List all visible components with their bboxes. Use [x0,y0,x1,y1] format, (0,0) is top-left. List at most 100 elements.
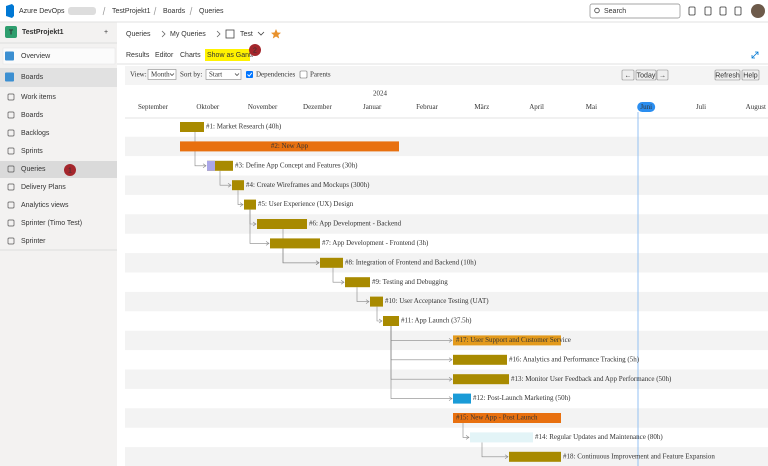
task-label: #13: Monitor User Feedback and App Perfo… [511,375,672,383]
caret [257,31,265,36]
task-label: #7: App Development - Frontend (3h) [322,239,429,247]
arrowhead [448,357,453,363]
task-bar[interactable] [453,393,471,404]
select[interactable] [147,69,177,80]
task-bar[interactable] [345,277,370,288]
task-bar[interactable] [320,257,343,268]
task-bar[interactable] [453,354,507,365]
dependency [237,190,243,205]
badge-text: 2 [253,47,257,54]
button[interactable] [714,69,741,81]
task-bar[interactable] [383,316,399,326]
page-breadcrumb[interactable]: Queries [126,31,151,38]
check [247,72,253,77]
dependency [332,267,344,283]
table-icon [225,29,235,39]
task-bar[interactable] [232,180,244,191]
task-label: #4: Create Wireframes and Mockups (300h) [246,181,370,189]
button-label: Refresh [715,72,740,79]
product-name: Azure DevOps [19,8,65,15]
task-bar[interactable] [370,296,383,307]
task-bar[interactable] [453,374,509,385]
month: April [529,103,544,111]
tab[interactable]: Editor [155,52,174,59]
row-bg [125,291,768,312]
select[interactable] [205,69,242,80]
arrowhead [378,318,383,324]
toolbar-bg [125,66,768,85]
row-bg [125,253,768,273]
page-breadcrumb[interactable]: Test [240,31,253,38]
task-bar[interactable] [453,335,561,346]
expand-icon[interactable] [751,51,759,59]
nav-item[interactable]: Overview [21,53,51,60]
button[interactable] [635,69,657,81]
project-name[interactable]: TestProjekt1 [22,29,64,36]
dependency [356,287,369,302]
search-box[interactable] [589,3,681,19]
task-bar[interactable] [207,160,233,171]
label: Parents [310,71,331,79]
add-button[interactable]: + [104,29,108,36]
month: Februar [416,103,438,111]
button[interactable] [621,69,635,81]
arrowhead [365,299,370,304]
nav-icon [7,183,15,191]
checkbox[interactable] [299,70,308,79]
breadcrumb-item[interactable]: TestProjekt1 [112,8,151,15]
task-bar[interactable] [244,199,256,210]
task-bar[interactable] [257,219,307,229]
dependency [481,442,508,458]
task-bar[interactable] [180,141,399,152]
nav-item[interactable]: Work items [21,94,56,101]
toolbar-icon[interactable] [719,6,727,16]
nav-item[interactable]: Queries [21,166,46,173]
breadcrumb-item[interactable]: Queries [199,8,224,15]
button-label: Help [743,72,758,79]
page-breadcrumb[interactable]: My Queries [170,31,206,38]
month: Dezember [303,103,332,111]
nav-item[interactable]: Sprinter [21,238,46,245]
arrowhead [465,435,470,440]
boards-bg [0,68,117,87]
task-bar[interactable] [453,413,561,423]
button[interactable] [656,69,669,81]
task-label: #12: Post-Launch Marketing (50h) [473,394,571,402]
select-caret [234,73,240,76]
nav-item[interactable]: Sprinter (Timo Test) [21,220,82,227]
nav-icon [7,201,15,209]
nav-item[interactable]: Boards [21,112,44,119]
task-bar[interactable] [270,238,320,249]
nav-item[interactable]: Delivery Plans [21,184,66,191]
month: März [474,103,489,111]
blurred-org [68,7,96,15]
task-label: #6: App Development - Backend [309,220,402,228]
toolbar-icon[interactable] [734,6,742,16]
arrowhead [239,202,244,207]
task-bar[interactable] [509,451,561,462]
favorite-star[interactable] [271,29,281,39]
breadcrumb-item[interactable]: Boards [163,8,186,15]
nav-item[interactable]: Sprints [21,148,43,155]
avatar[interactable] [751,4,765,18]
checkbox-checked[interactable] [246,71,253,78]
button[interactable] [741,69,760,81]
tab[interactable]: Charts [180,52,201,59]
task-bar[interactable] [470,432,533,443]
tab[interactable]: Results [126,52,150,59]
tab[interactable]: Show as Gantt [207,52,253,59]
task-bar[interactable] [180,122,204,132]
nav-item[interactable]: Backlogs [21,130,50,137]
arrowhead [448,396,453,401]
nav-item[interactable]: Analytics views [21,202,69,209]
nav-icon [7,219,15,227]
toolbar-icon[interactable] [704,6,712,16]
arrowhead [252,221,257,227]
task-label: #3: Define App Concept and Features (30h… [235,161,358,169]
badge [64,164,76,176]
task-label: #14: Regular Updates and Maintenance (80… [535,433,663,441]
toolbar-icon[interactable] [688,6,696,16]
nav-item[interactable]: Boards [21,74,44,81]
task-label: #8: Integration of Frontend and Backend … [345,258,477,266]
